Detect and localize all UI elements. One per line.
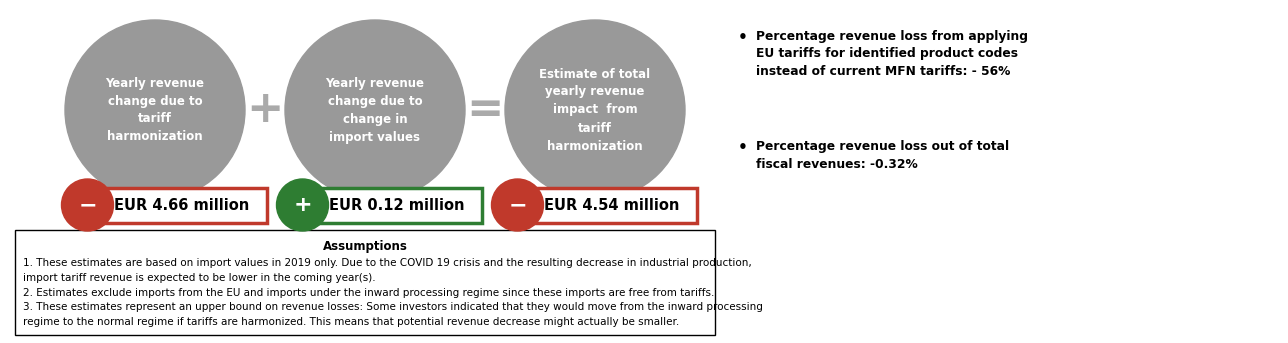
Circle shape <box>277 179 328 231</box>
Text: −: − <box>509 195 527 215</box>
Circle shape <box>505 20 685 200</box>
Text: =: = <box>466 88 504 131</box>
Text: EUR 0.12 million: EUR 0.12 million <box>330 198 465 213</box>
FancyBboxPatch shape <box>312 188 483 223</box>
Text: •: • <box>738 140 748 155</box>
Text: Yearly revenue
change due to
tariff
harmonization: Yearly revenue change due to tariff harm… <box>106 76 205 143</box>
Circle shape <box>64 20 245 200</box>
Text: Assumptions: Assumptions <box>322 240 407 253</box>
Text: +: + <box>246 88 283 131</box>
Text: Estimate of total
yearly revenue
impact  from
tariff
harmonization: Estimate of total yearly revenue impact … <box>540 68 650 153</box>
Text: EUR 4.66 million: EUR 4.66 million <box>115 198 250 213</box>
Text: +: + <box>294 195 312 215</box>
Text: −: − <box>79 195 97 215</box>
FancyBboxPatch shape <box>527 188 698 223</box>
FancyBboxPatch shape <box>97 188 268 223</box>
Text: 1. These estimates are based on import values in 2019 only. Due to the COVID 19 : 1. These estimates are based on import v… <box>23 258 762 327</box>
Circle shape <box>62 179 113 231</box>
Text: Percentage revenue loss from applying
EU tariffs for identified product codes
in: Percentage revenue loss from applying EU… <box>756 30 1028 78</box>
Text: •: • <box>738 30 748 45</box>
Text: EUR 4.54 million: EUR 4.54 million <box>545 198 680 213</box>
FancyBboxPatch shape <box>15 230 715 335</box>
Text: Percentage revenue loss out of total
fiscal revenues: -0.32%: Percentage revenue loss out of total fis… <box>756 140 1009 170</box>
Text: Yearly revenue
change due to
change in
import values: Yearly revenue change due to change in i… <box>326 76 425 143</box>
Circle shape <box>492 179 544 231</box>
Circle shape <box>285 20 465 200</box>
